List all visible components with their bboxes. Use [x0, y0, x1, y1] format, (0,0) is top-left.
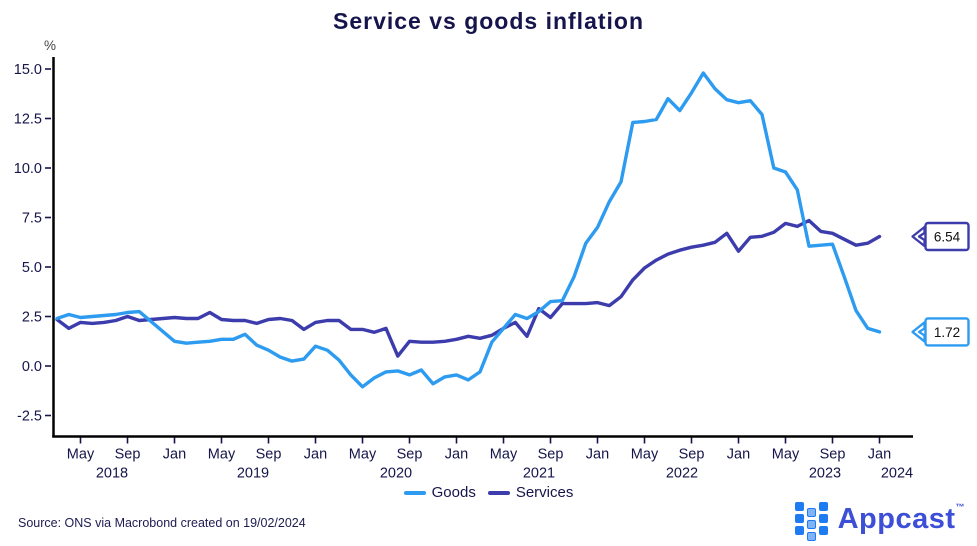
legend-label-services: Services: [515, 484, 574, 501]
svg-text:5.0: 5.0: [22, 260, 42, 276]
svg-text:10.0: 10.0: [14, 161, 42, 177]
appcast-logo-text: Appcast™: [837, 502, 965, 535]
goods-line-swatch: [403, 490, 426, 495]
svg-text:May: May: [67, 447, 95, 463]
svg-text:6.54: 6.54: [934, 230, 961, 245]
chart-title: Service vs goods inflation: [332, 8, 645, 34]
svg-text:12.5: 12.5: [14, 112, 42, 128]
svg-text:7.5: 7.5: [22, 211, 42, 227]
legend: Goods Services: [0, 484, 977, 501]
legend-item-services: Services: [487, 484, 574, 501]
svg-text:Sep: Sep: [115, 447, 141, 463]
services-line-swatch: [487, 490, 510, 495]
svg-text:Jan: Jan: [445, 447, 468, 463]
svg-text:Sep: Sep: [256, 447, 282, 463]
svg-text:2024: 2024: [881, 466, 913, 482]
legend-label-goods: Goods: [431, 484, 476, 501]
svg-text:2020: 2020: [380, 466, 412, 482]
svg-text:Jan: Jan: [304, 447, 327, 463]
legend-item-goods: Goods: [403, 484, 476, 501]
svg-text:Jan: Jan: [727, 447, 750, 463]
svg-text:Sep: Sep: [538, 447, 564, 463]
svg-text:Sep: Sep: [679, 447, 705, 463]
svg-text:Jan: Jan: [868, 447, 891, 463]
svg-text:2023: 2023: [809, 466, 841, 482]
appcast-logo: Appcast™: [794, 500, 965, 541]
svg-text:1.72: 1.72: [934, 325, 960, 340]
svg-text:%: %: [44, 38, 56, 53]
svg-text:2022: 2022: [666, 466, 698, 482]
svg-text:May: May: [772, 447, 800, 463]
svg-text:Jan: Jan: [163, 447, 186, 463]
svg-text:May: May: [208, 447, 236, 463]
appcast-logo-icon: [794, 500, 828, 541]
svg-text:Sep: Sep: [820, 447, 846, 463]
svg-text:2018: 2018: [96, 466, 128, 482]
trademark-symbol: ™: [955, 502, 965, 512]
svg-text:2021: 2021: [523, 466, 555, 482]
source-note: Source: ONS via Macrobond created on 19/…: [18, 516, 306, 530]
svg-text:Sep: Sep: [397, 447, 423, 463]
svg-text:May: May: [349, 447, 377, 463]
svg-text:-2.5: -2.5: [17, 409, 42, 425]
svg-text:0.0: 0.0: [22, 359, 42, 375]
svg-text:2019: 2019: [237, 466, 269, 482]
svg-text:May: May: [490, 447, 518, 463]
svg-text:May: May: [631, 447, 659, 463]
svg-text:Jan: Jan: [586, 447, 609, 463]
svg-text:2.5: 2.5: [22, 310, 42, 326]
svg-text:15.0: 15.0: [14, 62, 42, 78]
